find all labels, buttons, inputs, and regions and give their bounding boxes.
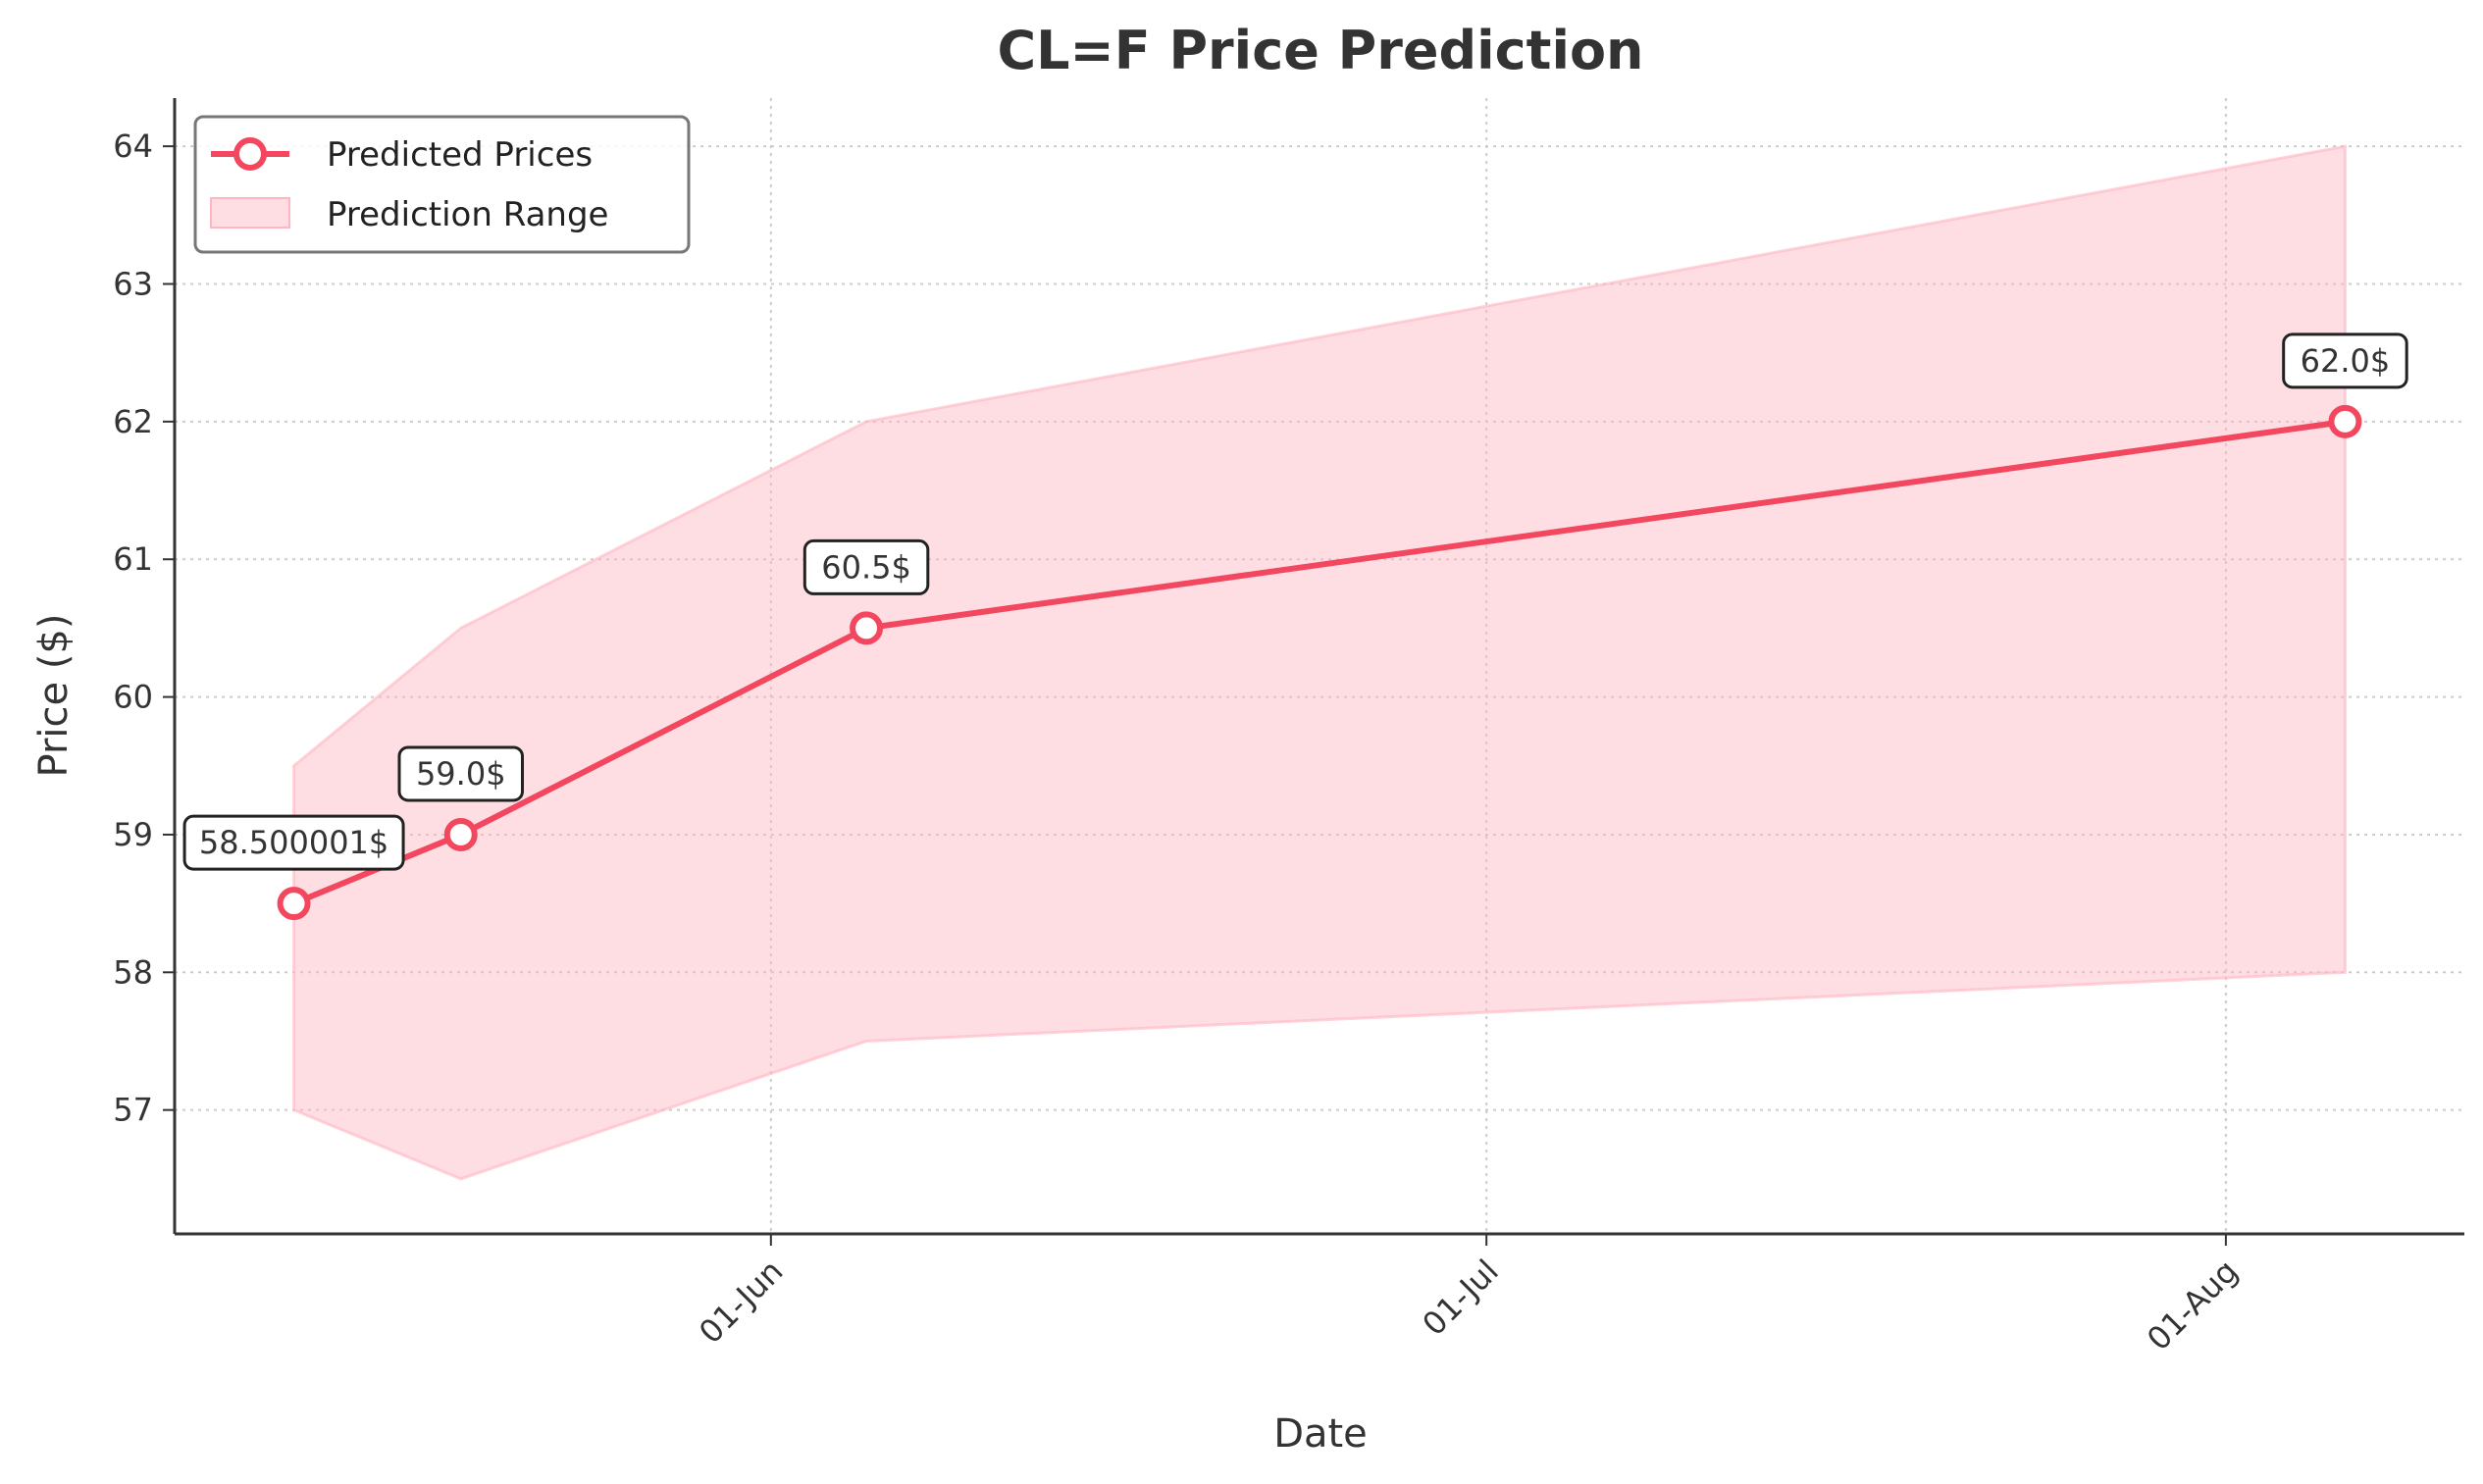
legend-entry-prediction-range: Prediction Range [327,195,608,234]
data-label: 58.500001$ [199,824,388,861]
legend-band-swatch [210,197,290,229]
y-tick-label: 59 [113,816,153,853]
y-tick-label: 58 [113,953,153,991]
prediction-range-area [292,144,2347,1181]
chart-title: CL=F Price Prediction [998,20,1644,81]
predicted-price-marker [277,887,311,921]
y-tick-label: 57 [113,1092,153,1129]
data-label-box [397,745,524,802]
legend: Predicted Prices Prediction Range [193,115,691,254]
data-label-box [802,538,930,595]
data-label-box [182,814,405,871]
grid [175,98,2464,1234]
x-axis-label: Date [1273,1411,1368,1457]
x-tick-label: 01-Jun [692,1253,790,1351]
data-label-box [2282,333,2408,389]
data-labels: 58.500001$ 59.0$ 60.5$ 62.0$ [182,333,2408,871]
x-tick-label: 01-Aug [2140,1253,2246,1358]
predicted-price-marker [850,611,884,645]
y-axis-label: Price ($) [31,614,77,778]
y-tick-label: 61 [113,540,153,578]
data-label: 60.5$ [821,548,911,586]
predicted-price-marker [443,817,478,851]
y-tick-label: 64 [113,128,153,165]
y-tick-label: 63 [113,265,153,302]
legend-marker-swatch [233,137,267,171]
data-label: 59.0$ [416,755,506,793]
legend-frame [193,115,691,254]
prediction-range-band [292,144,2347,1181]
y-tick-label: 60 [113,679,153,716]
legend-entry-predicted-prices: Predicted Prices [327,135,593,175]
x-tick-label: 01-Jul [1415,1253,1505,1343]
y-tick-label: 62 [113,403,153,440]
predicted-price-marker [2328,404,2362,438]
data-label: 62.0$ [2301,342,2391,380]
